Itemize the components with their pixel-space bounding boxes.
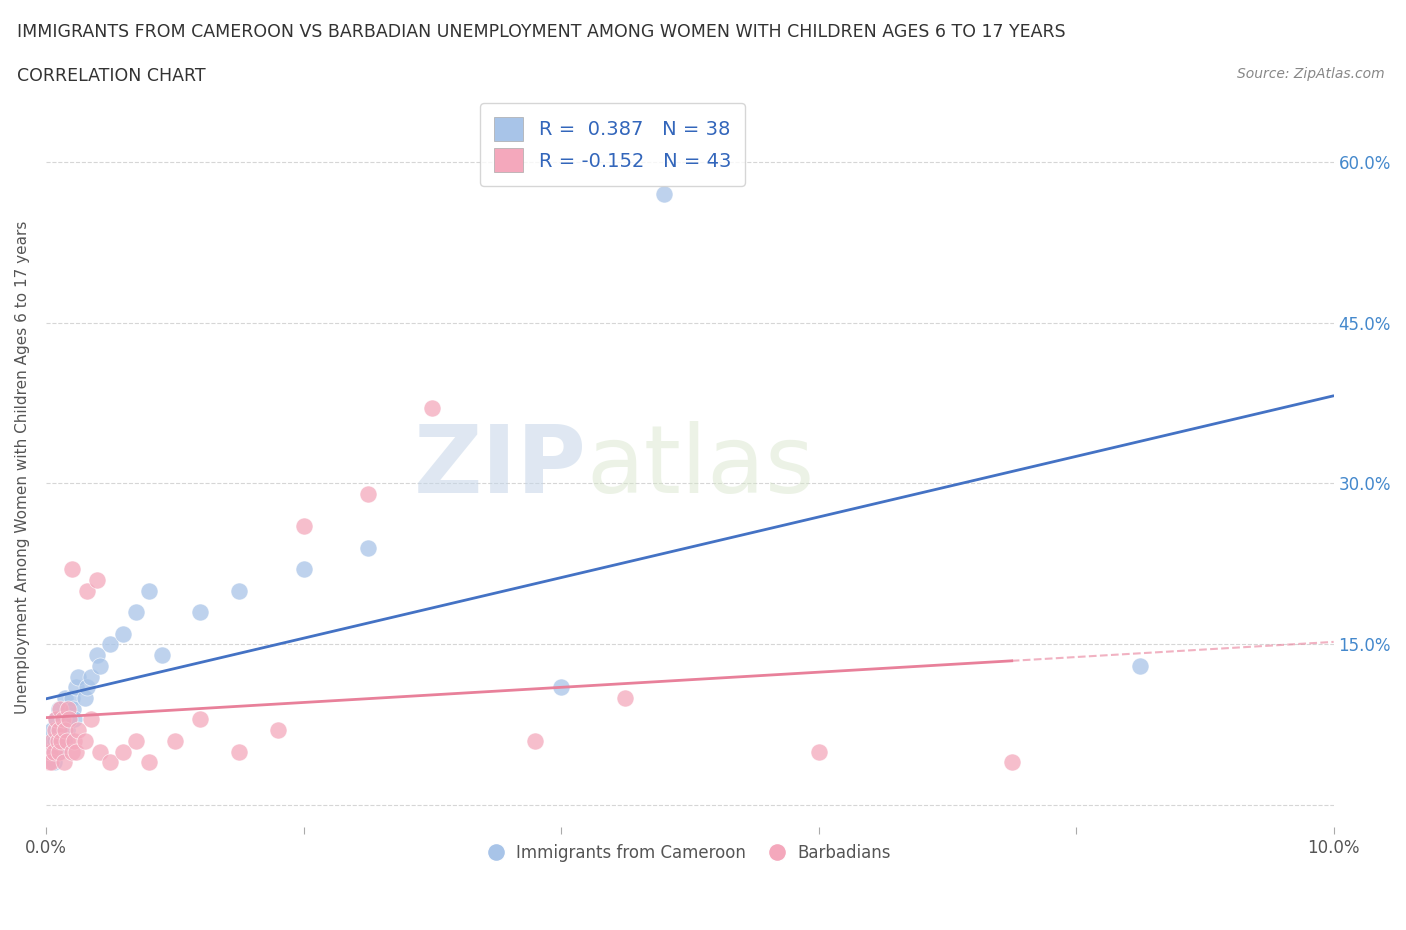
Point — [65, 744, 87, 759]
Point — [89, 744, 111, 759]
Point — [89, 658, 111, 673]
Point — [55, 723, 77, 737]
Point — [44, 723, 66, 737]
Point — [67, 723, 90, 737]
Text: ZIP: ZIP — [413, 421, 586, 513]
Point — [357, 486, 380, 501]
Point — [292, 519, 315, 534]
Text: IMMIGRANTS FROM CAMEROON VS BARBADIAN UNEMPLOYMENT AMONG WOMEN WITH CHILDREN AGE: IMMIGRANTS FROM CAMEROON VS BARBADIAN UN… — [17, 23, 1066, 41]
Point — [56, 701, 79, 716]
Point — [98, 755, 121, 770]
Point — [1001, 755, 1024, 770]
Point — [44, 734, 66, 749]
Point — [67, 669, 90, 684]
Point — [41, 734, 63, 749]
Point — [190, 604, 212, 619]
Point — [63, 734, 86, 749]
Point — [48, 744, 70, 759]
Point — [60, 562, 83, 577]
Point — [55, 734, 77, 749]
Text: atlas: atlas — [586, 421, 815, 513]
Point — [39, 734, 62, 749]
Point — [42, 744, 65, 759]
Point — [53, 691, 76, 706]
Point — [51, 734, 73, 749]
Point — [125, 734, 148, 749]
Point — [614, 691, 637, 706]
Point — [63, 712, 86, 727]
Y-axis label: Unemployment Among Women with Children Ages 6 to 17 years: Unemployment Among Women with Children A… — [15, 220, 30, 714]
Point — [76, 583, 98, 598]
Point — [228, 583, 250, 598]
Point — [86, 573, 108, 588]
Point — [46, 734, 69, 749]
Legend: Immigrants from Cameroon, Barbadians: Immigrants from Cameroon, Barbadians — [482, 837, 897, 869]
Point — [86, 647, 108, 662]
Point — [53, 723, 76, 737]
Point — [52, 712, 75, 727]
Point — [807, 744, 830, 759]
Point — [38, 755, 60, 770]
Point — [292, 562, 315, 577]
Point — [48, 723, 70, 737]
Point — [58, 712, 80, 727]
Point — [49, 701, 72, 716]
Point — [38, 744, 60, 759]
Point — [112, 626, 135, 641]
Point — [73, 734, 96, 749]
Point — [60, 691, 83, 706]
Point — [60, 744, 83, 759]
Point — [138, 583, 160, 598]
Point — [76, 680, 98, 695]
Point — [73, 691, 96, 706]
Point — [524, 734, 547, 749]
Point — [1129, 658, 1152, 673]
Point — [125, 604, 148, 619]
Point — [41, 723, 63, 737]
Point — [80, 712, 103, 727]
Point — [228, 744, 250, 759]
Point — [112, 744, 135, 759]
Point — [56, 701, 79, 716]
Point — [80, 669, 103, 684]
Point — [38, 744, 60, 759]
Point — [138, 755, 160, 770]
Point — [163, 734, 186, 749]
Point — [65, 680, 87, 695]
Point — [52, 712, 75, 727]
Point — [420, 401, 443, 416]
Text: Source: ZipAtlas.com: Source: ZipAtlas.com — [1237, 67, 1385, 81]
Point — [53, 755, 76, 770]
Point — [42, 755, 65, 770]
Point — [45, 712, 67, 727]
Point — [267, 723, 290, 737]
Point — [51, 734, 73, 749]
Point — [58, 712, 80, 727]
Point — [45, 712, 67, 727]
Point — [150, 647, 173, 662]
Point — [48, 723, 70, 737]
Point — [550, 680, 572, 695]
Text: CORRELATION CHART: CORRELATION CHART — [17, 67, 205, 85]
Point — [98, 637, 121, 652]
Point — [39, 755, 62, 770]
Point — [46, 744, 69, 759]
Point — [48, 701, 70, 716]
Point — [53, 734, 76, 749]
Point — [190, 712, 212, 727]
Point — [62, 701, 84, 716]
Point — [357, 540, 380, 555]
Point — [652, 186, 675, 201]
